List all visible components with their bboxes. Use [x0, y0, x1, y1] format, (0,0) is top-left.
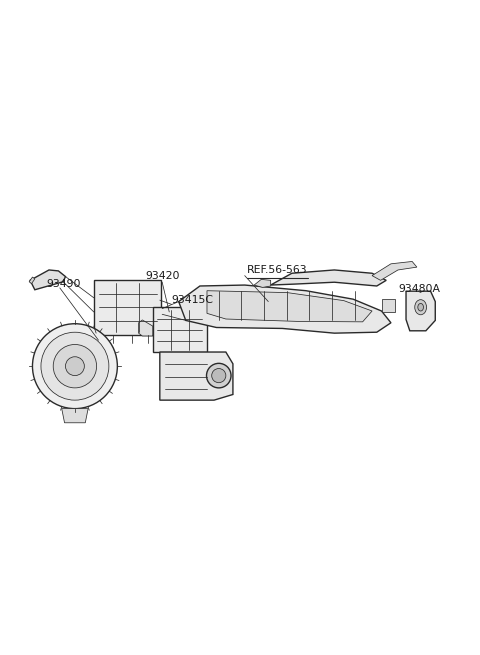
Polygon shape — [160, 352, 233, 400]
Polygon shape — [382, 299, 395, 312]
Text: 93490: 93490 — [47, 279, 81, 289]
Polygon shape — [153, 307, 207, 352]
Ellipse shape — [418, 303, 423, 311]
Circle shape — [65, 357, 84, 375]
Polygon shape — [179, 285, 391, 333]
Ellipse shape — [415, 300, 427, 315]
Polygon shape — [62, 409, 88, 422]
Polygon shape — [207, 291, 372, 322]
Ellipse shape — [206, 364, 231, 388]
Polygon shape — [94, 280, 161, 335]
Text: 93480A: 93480A — [398, 284, 440, 293]
Polygon shape — [271, 270, 386, 286]
Circle shape — [53, 345, 96, 388]
Text: REF.56-563: REF.56-563 — [247, 265, 308, 274]
Polygon shape — [406, 291, 435, 331]
Text: 93420: 93420 — [145, 271, 180, 281]
Circle shape — [41, 332, 109, 400]
Text: 93415C: 93415C — [172, 295, 214, 305]
Circle shape — [33, 324, 118, 409]
Polygon shape — [30, 270, 65, 290]
Polygon shape — [254, 280, 271, 288]
Polygon shape — [29, 277, 35, 284]
Polygon shape — [139, 320, 153, 336]
Ellipse shape — [212, 369, 226, 383]
Polygon shape — [372, 261, 417, 280]
